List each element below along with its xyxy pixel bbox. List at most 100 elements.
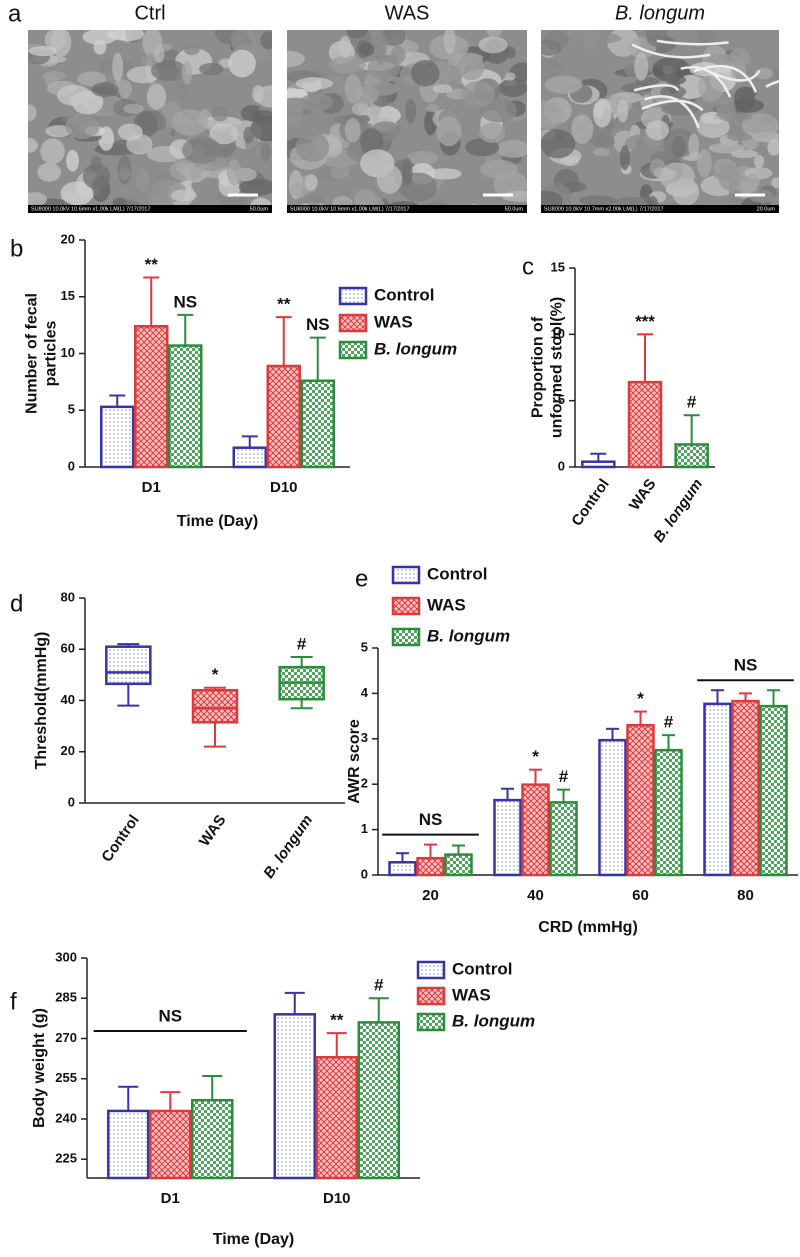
texture [351, 102, 370, 116]
texture [117, 123, 143, 141]
legend-swatch [416, 986, 446, 1006]
texture [696, 115, 730, 139]
legend-swatch [416, 1012, 446, 1032]
info-strip [28, 205, 272, 213]
x-axis-label: Time (Day) [177, 513, 259, 530]
y-axis-label: AWR score [346, 719, 363, 804]
y-tick-label: 0 [361, 866, 368, 881]
y-axis-label: Proportion of [530, 316, 547, 418]
texture [250, 115, 272, 142]
texture [117, 155, 132, 185]
bar [168, 344, 203, 469]
texture [405, 98, 417, 124]
y-tick-label: 0 [558, 458, 565, 473]
bar [191, 1098, 234, 1180]
texture [28, 192, 48, 207]
legend-label: WAS [452, 985, 491, 1004]
texture [331, 76, 348, 93]
texture [184, 43, 200, 56]
texture [659, 162, 695, 191]
texture [66, 149, 79, 172]
panel-label: b [10, 235, 23, 262]
legend-swatch [416, 960, 446, 980]
significance: *** [635, 312, 655, 331]
info-strip [287, 205, 527, 213]
texture [771, 177, 779, 189]
y-tick-label: 15 [61, 288, 75, 303]
texture [376, 164, 403, 194]
x-tick-label: 60 [632, 887, 649, 904]
texture [28, 45, 58, 57]
texture [304, 174, 318, 191]
texture [303, 191, 324, 206]
texture [426, 103, 440, 113]
texture [344, 117, 361, 143]
panel-label: f [10, 988, 17, 1015]
texture [541, 40, 562, 56]
texture [77, 71, 106, 87]
texture [228, 49, 256, 78]
image-info: SU8000 10.0kV 10.7mm x2.00k LM(L) 7/17/2… [544, 206, 664, 212]
texture [170, 189, 197, 202]
texture [436, 116, 462, 147]
texture [744, 173, 760, 191]
significance: NS [173, 292, 197, 311]
sem-image: SU8000 10.0kV 10.6mm x1.00k LM(L) 7/17/2… [28, 30, 272, 213]
y-tick-label: 60 [61, 641, 75, 656]
texture [293, 40, 318, 54]
texture [345, 30, 368, 39]
bacterium [633, 84, 680, 92]
legend-label: WAS [427, 595, 466, 614]
texture [57, 84, 92, 106]
bar [598, 738, 627, 877]
significance: * [532, 747, 539, 766]
texture [60, 181, 94, 206]
significance: ** [145, 255, 159, 274]
image-info: SU8000 10.0kV 10.6mm x1.00k LM(L) 7/17/2… [31, 206, 151, 212]
texture [359, 42, 375, 56]
x-tick-label: WAS [626, 476, 660, 514]
bar [416, 856, 445, 877]
texture [716, 97, 736, 122]
texture [583, 30, 599, 51]
bar [654, 748, 683, 877]
texture [571, 114, 594, 144]
texture [697, 149, 712, 178]
texture [593, 134, 616, 148]
texture [730, 149, 759, 159]
bacterium [656, 39, 729, 46]
texture [172, 109, 209, 136]
bar [703, 702, 732, 877]
bar [315, 1056, 358, 1180]
texture [93, 39, 107, 55]
texture [406, 150, 438, 166]
texture [735, 86, 757, 99]
y-tick-label: 0 [68, 794, 75, 809]
x-tick-label: 20 [422, 887, 439, 904]
bar [232, 446, 267, 469]
bar [357, 1021, 400, 1180]
legend-swatch [391, 596, 421, 616]
legend-label: B. longum [374, 339, 457, 358]
texture [65, 113, 100, 140]
image-scale: 20.0um [757, 206, 776, 212]
image-info: SU8000 10.0kV 10.6mm x1.00k LM(L) 7/17/2… [290, 206, 410, 212]
significance: # [374, 976, 384, 995]
texture [461, 81, 496, 108]
bar [493, 798, 522, 877]
x-axis-label: CRD (mmHg) [538, 919, 638, 936]
bacterium [680, 66, 732, 98]
texture [251, 110, 272, 123]
texture [390, 45, 406, 64]
y-tick-label: 255 [55, 1070, 77, 1085]
y-tick-label: 20 [61, 743, 75, 758]
texture [505, 46, 516, 59]
y-tick-label: 40 [61, 692, 75, 707]
texture [564, 30, 586, 39]
texture [645, 120, 670, 141]
texture [111, 30, 144, 42]
y-tick-label: 10 [551, 326, 565, 341]
panel-label: d [10, 590, 23, 617]
texture [767, 139, 779, 156]
texture [91, 82, 119, 98]
